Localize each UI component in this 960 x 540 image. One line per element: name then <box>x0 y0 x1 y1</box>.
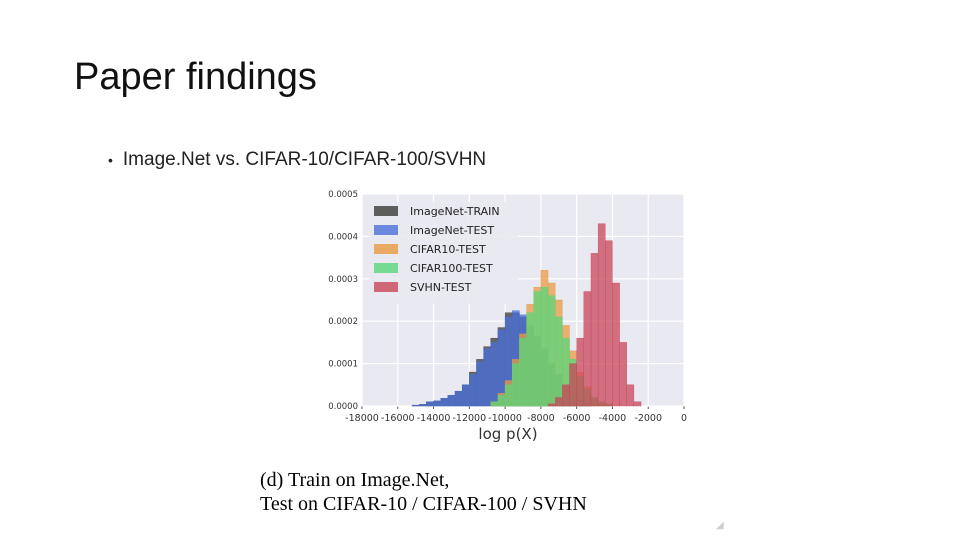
x-tick-label: -6000 <box>563 413 591 424</box>
histogram-bar <box>590 253 599 407</box>
histogram-bar <box>612 282 620 407</box>
histogram-bar <box>512 363 520 407</box>
histogram-bar <box>469 373 477 407</box>
x-tick-label: 0 <box>681 413 687 424</box>
histogram-bar <box>554 316 563 407</box>
x-tick-label: -2000 <box>634 413 662 424</box>
y-tick-label: 0.0003 <box>328 275 358 285</box>
x-axis-label: log p(X) <box>478 425 537 443</box>
bullet-item: • Image.Net vs. CIFAR-10/CIFAR-100/SVHN <box>108 149 486 171</box>
histogram-figure: -18000 -16000 -14000 -12000 -10000 -8000 -6000… <box>310 184 700 454</box>
histogram-bar <box>569 363 577 407</box>
legend-label: CIFAR10-TEST <box>410 243 486 256</box>
histogram-bar <box>626 384 635 407</box>
x-tick-label: -12000 <box>453 413 487 424</box>
legend-swatch <box>374 282 398 292</box>
histogram-bar <box>440 398 449 407</box>
figure-caption: (d) Train on Image.Net, Test on CIFAR-10… <box>260 468 587 516</box>
histogram-bar <box>433 400 441 407</box>
x-tick-label: -16000 <box>381 413 415 424</box>
legend-swatch <box>374 225 398 235</box>
legend-label: ImageNet-TRAIN <box>410 205 500 218</box>
bullet-text: Image.Net vs. CIFAR-10/CIFAR-100/SVHN <box>122 149 487 170</box>
legend-swatch <box>374 244 398 254</box>
histogram-bar <box>619 342 627 407</box>
caption-line-2: Test on CIFAR-10 / CIFAR-100 / SVHN <box>260 493 587 515</box>
x-tick-label: -8000 <box>527 413 555 424</box>
histogram-bar <box>540 287 549 407</box>
histogram-bar <box>519 337 527 407</box>
histogram-bar <box>490 342 499 407</box>
histogram-chart: -18000 -16000 -14000 -12000 -10000 -8000 -6000… <box>328 190 687 443</box>
slide-title: Paper findings <box>74 56 317 98</box>
y-tick-label: 0.0004 <box>328 232 358 242</box>
y-tick-label: 0.0005 <box>328 190 358 200</box>
histogram-bar <box>547 403 556 407</box>
histogram-bar <box>597 223 606 407</box>
histogram-bar <box>497 395 506 407</box>
y-tick-label: 0.0001 <box>328 360 358 370</box>
histogram-bar <box>633 401 642 407</box>
histogram-bar <box>490 401 499 407</box>
histogram-bar <box>533 291 542 407</box>
x-tick-label: -4000 <box>599 413 627 424</box>
legend-label: SVHN-TEST <box>410 281 472 294</box>
x-tick-label: -14000 <box>417 413 451 424</box>
histogram-bar <box>554 397 563 407</box>
histogram-bar <box>605 240 613 407</box>
histogram-bar <box>454 390 463 407</box>
x-tick-label: -18000 <box>345 413 379 424</box>
histogram-bar <box>419 404 427 407</box>
slide-corner-mark-icon: ◢ <box>716 520 724 531</box>
bullet-dot-icon: • <box>108 152 113 168</box>
histogram-bar <box>547 295 556 407</box>
histogram-bar <box>583 291 592 407</box>
x-tick-label: -10000 <box>488 413 522 424</box>
histogram-bar <box>426 401 434 407</box>
histogram-bar <box>461 384 470 407</box>
histogram-bar <box>576 337 585 407</box>
histogram-bar <box>447 395 456 407</box>
legend-swatch <box>374 206 398 216</box>
histogram-bar <box>504 384 513 407</box>
legend-swatch <box>374 263 398 273</box>
y-tick-label: 0.0002 <box>328 317 358 327</box>
histogram-bar <box>526 312 534 407</box>
legend-label: ImageNet-TEST <box>410 224 494 237</box>
histogram-bar <box>562 384 570 407</box>
legend-label: CIFAR100-TEST <box>410 262 493 275</box>
y-tick-label: 0.0000 <box>328 402 358 412</box>
histogram-bar <box>476 361 484 407</box>
histogram-bar <box>483 348 491 407</box>
caption-line-1: (d) Train on Image.Net, <box>260 469 450 491</box>
histogram-bar <box>411 404 420 407</box>
